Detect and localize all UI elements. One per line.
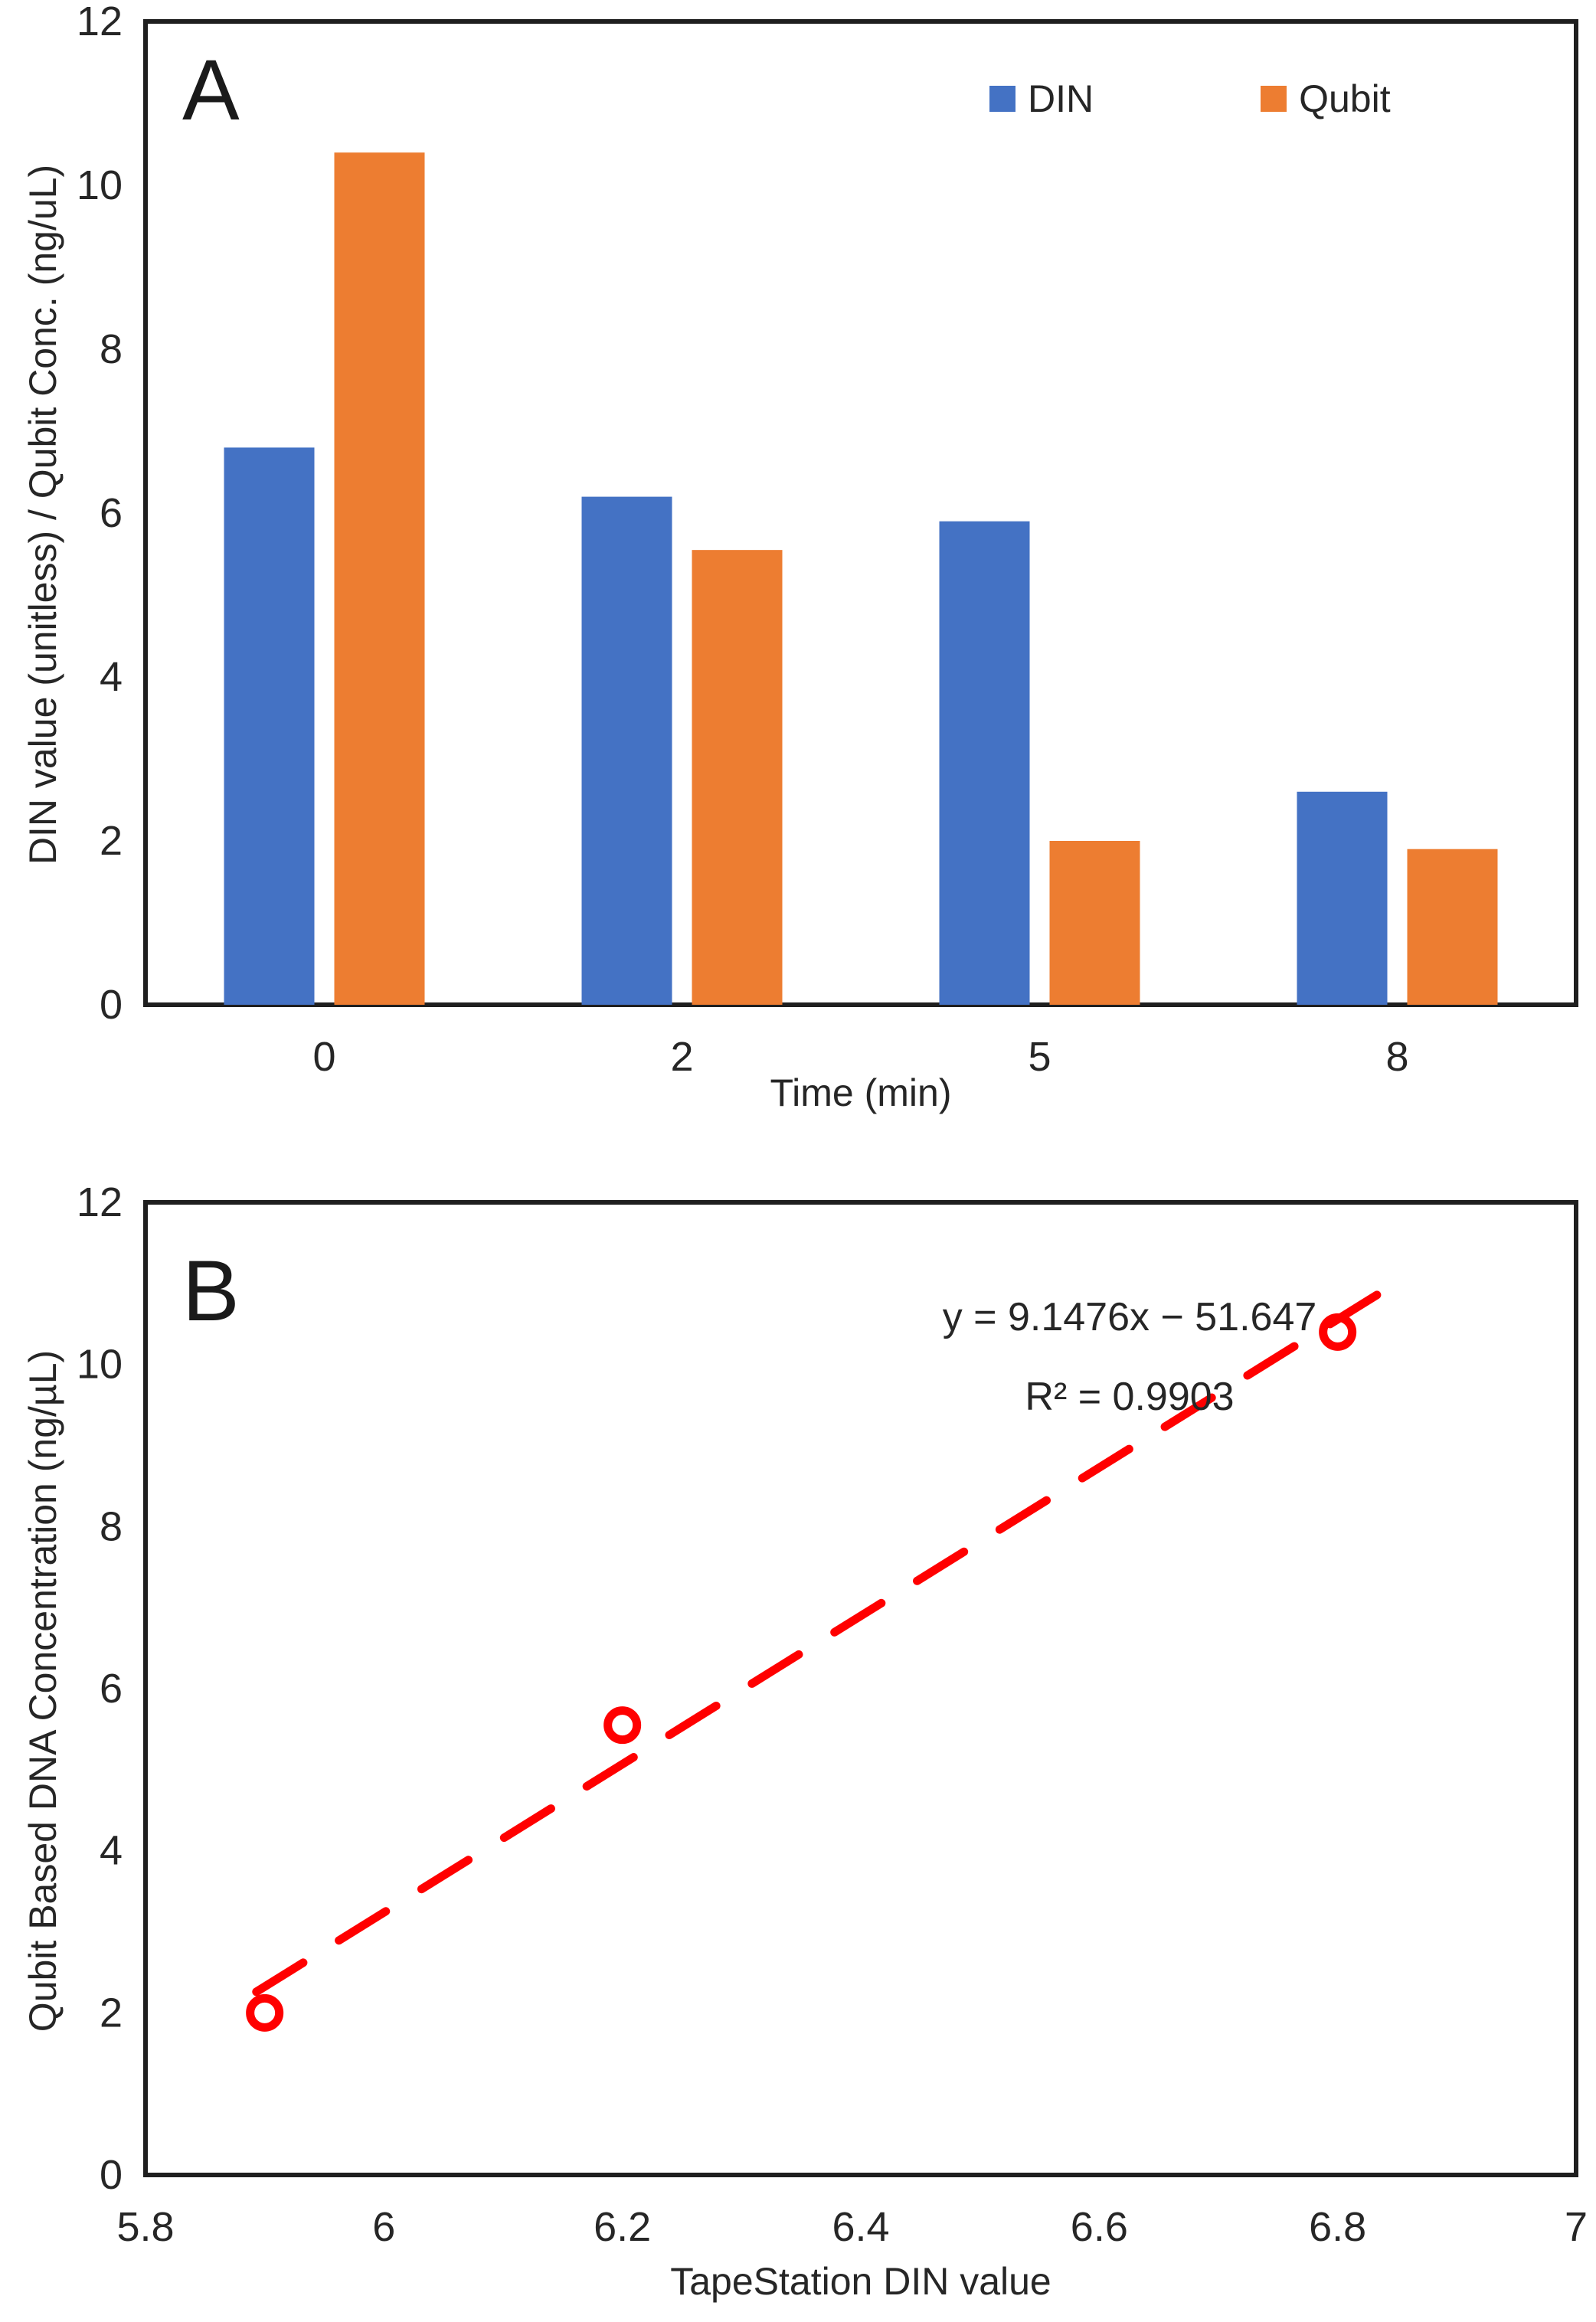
trendline-equation: y = 9.1476x − 51.647 R² = 0.9903	[911, 1277, 1348, 1437]
y-axis-tick-label: 10	[77, 1342, 123, 1388]
panel-b-label: B	[182, 1243, 240, 1339]
din-legend-swatch	[989, 86, 1015, 112]
y-axis-tick-label: 2	[100, 818, 123, 864]
qubit-legend-label: Qubit	[1299, 77, 1391, 120]
y-axis-tick-label: 6	[100, 1666, 123, 1712]
y-axis-tick-label: 8	[100, 326, 123, 372]
data-point-5.9	[246, 1993, 284, 2032]
x-axis-tick-label: 6.4	[832, 2204, 889, 2250]
data-point-6.8	[1319, 1313, 1357, 1351]
y-axis-tick-label: 4	[100, 1828, 123, 1874]
data-point-6.2	[603, 1706, 642, 1745]
plot-border	[143, 1200, 1578, 2177]
y-axis-tick-label: 0	[100, 2152, 123, 2198]
y-axis-tick-label: 10	[77, 162, 123, 208]
bar-qubit-t0	[334, 152, 425, 1006]
plot-border	[143, 19, 1578, 1007]
qubit-legend-swatch	[1261, 86, 1287, 112]
y-axis-tick-label: 2	[100, 1990, 123, 2036]
panel-b-y-axis-title: Qubit Based DNA Concentration (ng/µL)	[21, 1349, 64, 2033]
x-axis-tick-label: 6	[372, 2204, 395, 2250]
panel-a-y-axis-title: DIN value (unitless) / Qubit Conc. (ng/u…	[21, 164, 64, 865]
bar-qubit-t2	[692, 550, 783, 1005]
y-axis-tick-label: 0	[100, 982, 123, 1028]
x-axis-tick-label: 5.8	[116, 2204, 174, 2250]
y-axis-tick-label: 12	[77, 0, 123, 44]
x-axis-category-label: 2	[670, 1034, 693, 1080]
y-axis-tick-label: 6	[100, 490, 123, 536]
legend-item-qubit: Qubit	[1261, 77, 1391, 121]
y-axis-tick-label: 8	[100, 1503, 123, 1549]
legend-item-din: DIN	[989, 77, 1094, 121]
x-axis-category-label: 0	[312, 1034, 335, 1080]
scatter-chart-canvas: 0 2 4 6 8 10 12 5.8 6 6.2 6.4 6.6 6.8 7	[77, 1179, 1588, 2250]
x-axis-tick-label: 7	[1565, 2204, 1588, 2250]
r-squared-text: R² = 0.9903	[1025, 1375, 1235, 1419]
x-axis-tick-label: 6.8	[1309, 2204, 1366, 2250]
y-axis-tick-label: 4	[100, 654, 123, 700]
x-axis-category-label: 8	[1385, 1034, 1408, 1080]
trendline-dashed	[252, 1275, 1405, 1997]
bar-din-t8	[1297, 791, 1388, 1005]
y-axis-tick-label: 12	[77, 1179, 123, 1225]
regression-equation-text: y = 9.1476x − 51.647	[942, 1295, 1317, 1339]
bar-chart-canvas: 0 2 4 6 8 10 12 0 2 5 8	[77, 0, 1578, 1080]
din-legend-label: DIN	[1028, 77, 1094, 120]
bar-qubit-t8	[1407, 849, 1498, 1005]
bar-din-t2	[581, 496, 672, 1005]
x-axis-tick-label: 6.6	[1071, 2204, 1128, 2250]
bar-din-t0	[224, 447, 315, 1005]
panel-a-bar-chart: 0 2 4 6 8 10 12 0 2 5 8 A DIN Qubit DIN value (uni…	[21, 0, 1578, 1114]
panel-b-scatter-chart: 0 2 4 6 8 10 12 5.8 6 6.2 6.4 6.6 6.8 7 B y = 9.1476x…	[0, 1172, 1596, 2322]
bar-qubit-t5	[1049, 841, 1140, 1005]
legend: DIN Qubit	[989, 77, 1391, 121]
panel-a-label: A	[182, 42, 240, 138]
x-axis-tick-label: 6.2	[594, 2204, 651, 2250]
x-axis-category-label: 5	[1028, 1034, 1051, 1080]
panel-b-x-axis-title: TapeStation DIN value	[670, 2260, 1051, 2303]
bar-din-t5	[939, 521, 1030, 1005]
panel-a-x-axis-title: Time (min)	[770, 1071, 952, 1114]
